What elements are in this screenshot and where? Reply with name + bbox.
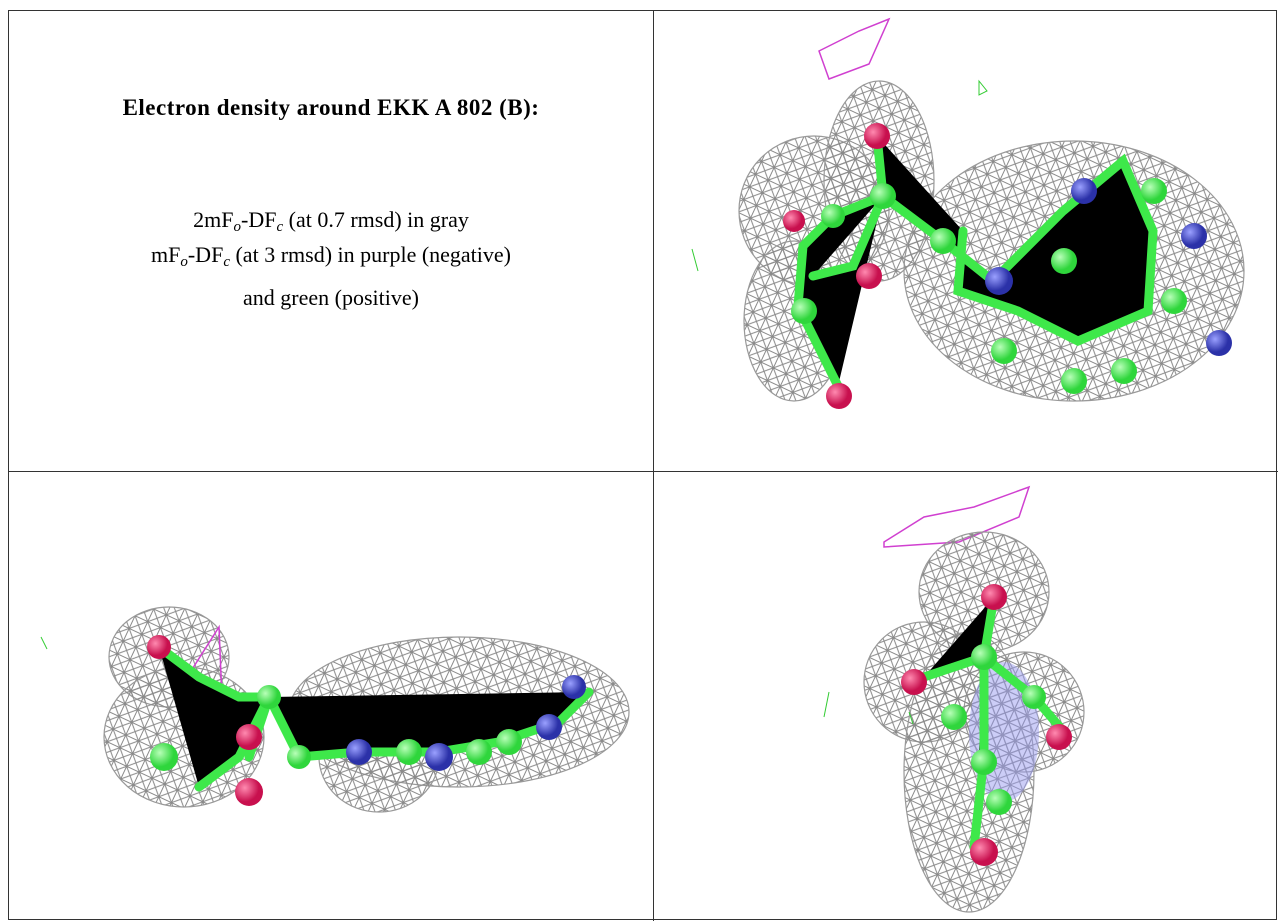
subscript: o <box>233 219 242 235</box>
divider <box>653 11 654 921</box>
text: (at 0.7 rmsd) in gray <box>283 207 469 232</box>
divider <box>9 471 1278 472</box>
legend-cell: Electron density around EKK A 802 (B): 2… <box>9 11 653 471</box>
text: 2mF <box>193 207 234 232</box>
text: and green (positive) <box>243 285 419 310</box>
panel-title: Electron density around EKK A 802 (B): <box>122 95 540 120</box>
legend-line: 2mFo-DFc (at 0.7 rmsd) in gray <box>9 207 653 235</box>
text: (at 3 rmsd) in purple (negative) <box>229 242 511 267</box>
subscript: c <box>276 219 284 235</box>
density-view-3 <box>823 485 1085 913</box>
figure-table: Electron density around EKK A 802 (B): 2… <box>8 10 1278 921</box>
legend-line: mFo-DFc (at 3 rmsd) in purple (negative) <box>9 242 653 270</box>
legend-line: and green (positive) <box>9 285 653 311</box>
text: -DF <box>187 242 224 267</box>
density-view-2 <box>40 606 630 813</box>
density-view-1 <box>691 17 1245 409</box>
subscript: o <box>180 254 188 270</box>
text: -DF <box>241 207 277 232</box>
text: mF <box>151 242 181 267</box>
subscript: c <box>223 254 230 270</box>
